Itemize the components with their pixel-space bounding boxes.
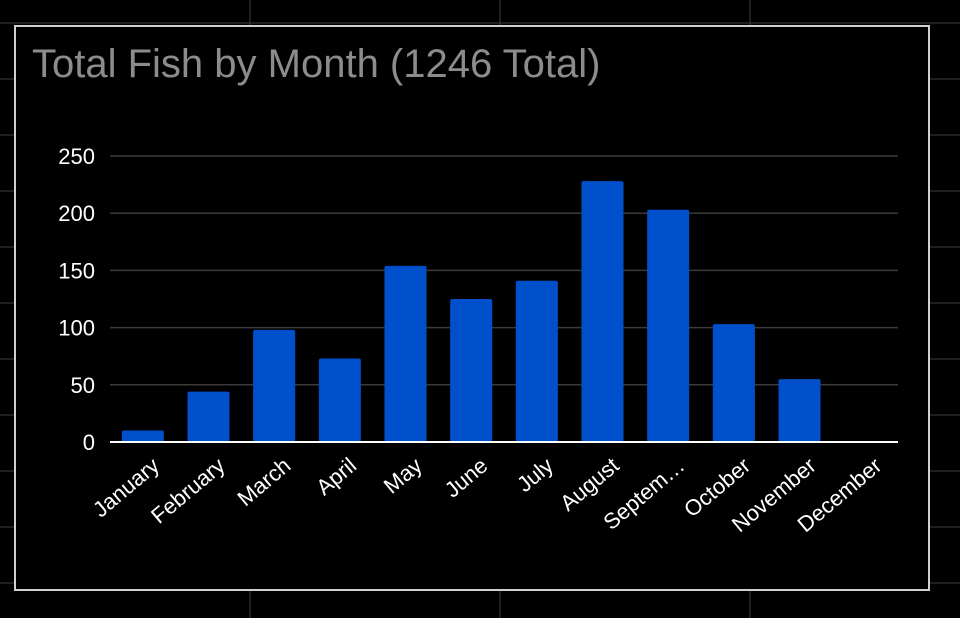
- x-tick-label: June: [440, 453, 493, 503]
- bar: [318, 358, 361, 442]
- x-tick-label: May: [379, 453, 427, 499]
- y-tick-label: 50: [71, 373, 95, 398]
- x-tick-label: March: [232, 453, 295, 511]
- bar: [121, 430, 164, 442]
- bar: [647, 209, 690, 442]
- y-tick-label: 250: [58, 144, 95, 169]
- bar: [450, 299, 493, 442]
- y-tick-label: 200: [58, 201, 95, 226]
- bar: [187, 391, 230, 442]
- bar: [384, 265, 427, 442]
- x-tick-label: February: [146, 453, 230, 529]
- chart-title: Total Fish by Month (1246 Total): [32, 42, 601, 86]
- y-tick-label: 0: [83, 430, 95, 455]
- bar: [778, 379, 821, 442]
- x-tick-label: April: [311, 453, 361, 500]
- bar: [581, 181, 624, 442]
- bar: [712, 324, 755, 442]
- y-tick-label: 150: [58, 258, 95, 283]
- x-tick-label: July: [512, 453, 558, 497]
- bar: [515, 280, 558, 442]
- bar: [253, 329, 296, 442]
- y-tick-label: 100: [58, 316, 95, 341]
